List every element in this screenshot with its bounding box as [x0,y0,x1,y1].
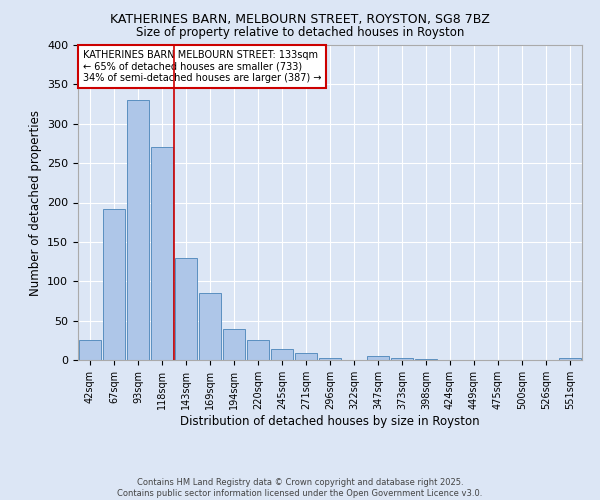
Bar [247,340,269,360]
Bar [391,358,413,360]
Bar [367,356,389,360]
Bar [319,358,341,360]
Bar [415,359,437,360]
Bar [271,349,293,360]
Bar [175,258,197,360]
Bar [223,328,245,360]
Bar [127,100,149,360]
Text: Size of property relative to detached houses in Royston: Size of property relative to detached ho… [136,26,464,39]
Bar [295,353,317,360]
Bar [199,293,221,360]
Bar [103,209,125,360]
Bar [559,358,581,360]
Text: KATHERINES BARN MELBOURN STREET: 133sqm
← 65% of detached houses are smaller (73: KATHERINES BARN MELBOURN STREET: 133sqm … [83,50,322,83]
X-axis label: Distribution of detached houses by size in Royston: Distribution of detached houses by size … [180,414,480,428]
Bar [151,148,173,360]
Bar [79,340,101,360]
Text: KATHERINES BARN, MELBOURN STREET, ROYSTON, SG8 7BZ: KATHERINES BARN, MELBOURN STREET, ROYSTO… [110,12,490,26]
Y-axis label: Number of detached properties: Number of detached properties [29,110,41,296]
Text: Contains HM Land Registry data © Crown copyright and database right 2025.
Contai: Contains HM Land Registry data © Crown c… [118,478,482,498]
